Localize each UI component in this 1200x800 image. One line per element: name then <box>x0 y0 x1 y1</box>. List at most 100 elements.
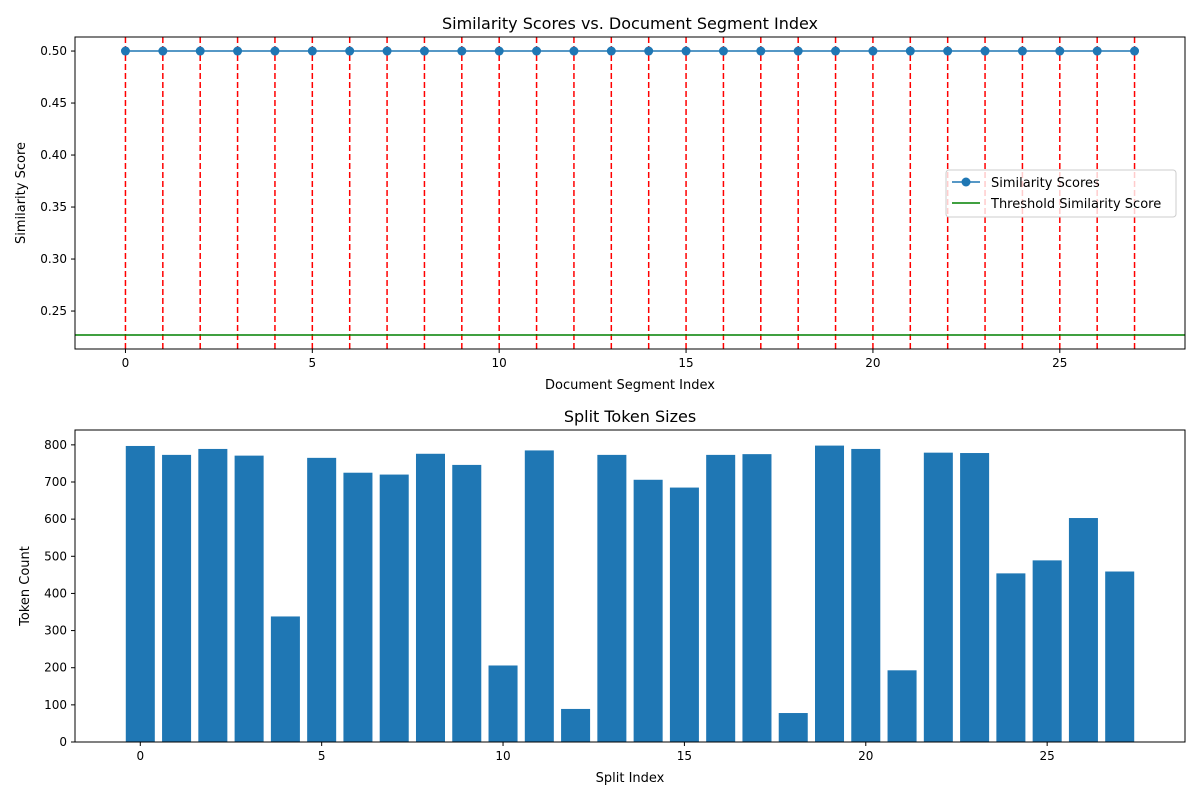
legend-label-threshold: Threshold Similarity Score <box>990 197 1161 212</box>
similarity-point-22 <box>943 46 953 56</box>
y-tick-label: 100 <box>44 698 67 712</box>
similarity-point-0 <box>120 46 130 56</box>
x-tick-label: 10 <box>492 356 507 370</box>
token-bar-17 <box>742 454 772 742</box>
token-y-axis-label: Token Count <box>18 546 33 627</box>
y-tick-label: 0.35 <box>40 200 67 214</box>
token-bar-21 <box>887 670 917 742</box>
similarity-y-axis-label: Similarity Score <box>14 142 29 244</box>
similarity-point-11 <box>532 46 542 56</box>
y-tick-label: 200 <box>44 661 67 675</box>
y-tick-label: 0 <box>59 735 67 749</box>
similarity-point-13 <box>606 46 616 56</box>
token-sizes-chart: Split Token Sizes 0 5 10 15 20 25 0 100 200 300 4… <box>18 407 1186 786</box>
legend-box <box>945 169 1177 218</box>
token-x-ticks: 0 5 10 15 20 25 <box>136 742 1055 763</box>
token-bar-19 <box>815 445 845 742</box>
x-tick-label: 20 <box>858 749 873 763</box>
x-tick-label: 10 <box>495 749 510 763</box>
token-bar-27 <box>1105 571 1135 742</box>
token-y-ticks: 0 100 200 300 400 500 600 700 800 <box>44 438 75 749</box>
token-bar-1 <box>162 454 192 742</box>
similarity-point-5 <box>307 46 317 56</box>
similarity-point-4 <box>270 46 280 56</box>
y-tick-label: 0.50 <box>40 44 67 58</box>
similarity-point-25 <box>1055 46 1065 56</box>
y-tick-label: 0.45 <box>40 96 67 110</box>
token-bar-13 <box>597 454 627 742</box>
token-sizes-chart-title: Split Token Sizes <box>564 407 696 426</box>
token-bar-8 <box>415 453 445 742</box>
token-bar-6 <box>343 472 373 742</box>
token-bar-24 <box>996 573 1026 742</box>
token-bar-16 <box>706 454 736 742</box>
similarity-point-15 <box>681 46 691 56</box>
token-bar-15 <box>669 487 699 742</box>
token-bar-4 <box>270 616 300 742</box>
y-tick-label: 0.25 <box>40 304 67 318</box>
token-bar-10 <box>488 665 518 742</box>
token-bar-20 <box>851 448 881 742</box>
token-bar-2 <box>198 448 228 742</box>
token-bars <box>125 445 1135 742</box>
similarity-legend: Similarity Scores Threshold Similarity S… <box>945 169 1177 218</box>
token-bar-7 <box>379 474 409 742</box>
similarity-point-20 <box>868 46 878 56</box>
similarity-point-12 <box>569 46 579 56</box>
x-tick-label: 0 <box>136 749 144 763</box>
token-bar-25 <box>1032 560 1062 742</box>
token-bar-3 <box>234 455 264 742</box>
token-bar-26 <box>1068 518 1098 742</box>
token-bar-23 <box>960 453 990 742</box>
similarity-x-axis-label: Document Segment Index <box>545 378 715 393</box>
token-bar-22 <box>923 452 953 742</box>
similarity-point-19 <box>831 46 841 56</box>
x-tick-label: 15 <box>678 356 693 370</box>
similarity-point-24 <box>1017 46 1027 56</box>
y-tick-label: 500 <box>44 549 67 563</box>
token-bar-11 <box>524 450 554 742</box>
x-tick-label: 25 <box>1040 749 1055 763</box>
token-bar-12 <box>561 708 591 742</box>
y-tick-label: 600 <box>44 512 67 526</box>
x-tick-label: 0 <box>122 356 130 370</box>
similarity-point-21 <box>905 46 915 56</box>
y-tick-label: 700 <box>44 475 67 489</box>
legend-marker-similarity <box>961 177 971 187</box>
y-tick-label: 0.40 <box>40 148 67 162</box>
token-bar-18 <box>778 713 808 742</box>
x-tick-label: 5 <box>318 749 326 763</box>
similarity-point-8 <box>419 46 429 56</box>
y-tick-label: 800 <box>44 438 67 452</box>
similarity-point-1 <box>158 46 168 56</box>
token-bar-14 <box>633 479 663 742</box>
similarity-x-ticks: 0 5 10 15 20 25 <box>122 349 1067 370</box>
legend-label-similarity: Similarity Scores <box>991 176 1100 191</box>
similarity-chart-title: Similarity Scores vs. Document Segment I… <box>442 14 818 33</box>
similarity-point-26 <box>1092 46 1102 56</box>
y-tick-label: 400 <box>44 586 67 600</box>
similarity-point-23 <box>980 46 990 56</box>
similarity-point-3 <box>233 46 243 56</box>
x-tick-label: 20 <box>865 356 880 370</box>
similarity-point-7 <box>382 46 392 56</box>
similarity-series <box>120 46 1140 56</box>
similarity-chart: Similarity Scores vs. Document Segment I… <box>14 14 1186 393</box>
x-tick-label: 5 <box>309 356 317 370</box>
token-plot-frame <box>74 429 1186 743</box>
y-tick-label: 0.30 <box>40 252 67 266</box>
x-tick-label: 15 <box>677 749 692 763</box>
token-x-axis-label: Split Index <box>596 771 665 786</box>
x-tick-label: 25 <box>1052 356 1067 370</box>
similarity-point-9 <box>457 46 467 56</box>
similarity-point-14 <box>644 46 654 56</box>
token-bar-0 <box>125 445 155 742</box>
similarity-plot-frame <box>74 36 1186 350</box>
token-bar-5 <box>307 457 337 742</box>
y-tick-label: 300 <box>44 624 67 638</box>
similarity-y-ticks: 0.25 0.30 0.35 0.40 0.45 0.50 <box>40 44 75 318</box>
token-bar-9 <box>452 464 482 742</box>
similarity-point-27 <box>1130 46 1140 56</box>
similarity-point-10 <box>494 46 504 56</box>
